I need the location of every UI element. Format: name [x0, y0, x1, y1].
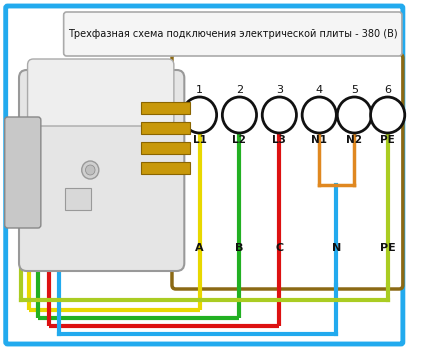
Text: 3: 3	[276, 85, 283, 95]
Circle shape	[86, 165, 95, 175]
Text: L1: L1	[193, 135, 206, 145]
FancyBboxPatch shape	[5, 117, 41, 228]
Text: Трехфазная схема подключения электрической плиты - 380 (В): Трехфазная схема подключения электрическ…	[68, 29, 398, 39]
Circle shape	[262, 97, 296, 133]
Text: L3: L3	[273, 135, 286, 145]
Text: 5: 5	[351, 85, 358, 95]
Circle shape	[371, 97, 405, 133]
Text: C: C	[275, 243, 283, 253]
Bar	[64, 188, 91, 210]
FancyBboxPatch shape	[64, 12, 402, 56]
Text: 4: 4	[316, 85, 323, 95]
Text: PE: PE	[380, 135, 395, 145]
Bar	[141, 142, 190, 154]
Bar	[141, 162, 190, 174]
Circle shape	[182, 97, 217, 133]
Text: N2: N2	[347, 135, 362, 145]
Circle shape	[82, 161, 99, 179]
Bar	[141, 122, 190, 134]
Text: N1: N1	[311, 135, 327, 145]
Circle shape	[222, 97, 257, 133]
Text: 6: 6	[384, 85, 391, 95]
Bar	[141, 102, 190, 114]
Text: B: B	[235, 243, 244, 253]
Text: L2: L2	[233, 135, 246, 145]
FancyBboxPatch shape	[28, 59, 174, 126]
FancyBboxPatch shape	[172, 54, 403, 289]
Text: 1: 1	[196, 85, 203, 95]
Text: PE: PE	[380, 243, 396, 253]
Circle shape	[337, 97, 372, 133]
Text: A: A	[195, 243, 204, 253]
FancyBboxPatch shape	[19, 70, 184, 271]
Text: N: N	[332, 243, 341, 253]
Circle shape	[302, 97, 336, 133]
Text: 2: 2	[236, 85, 243, 95]
